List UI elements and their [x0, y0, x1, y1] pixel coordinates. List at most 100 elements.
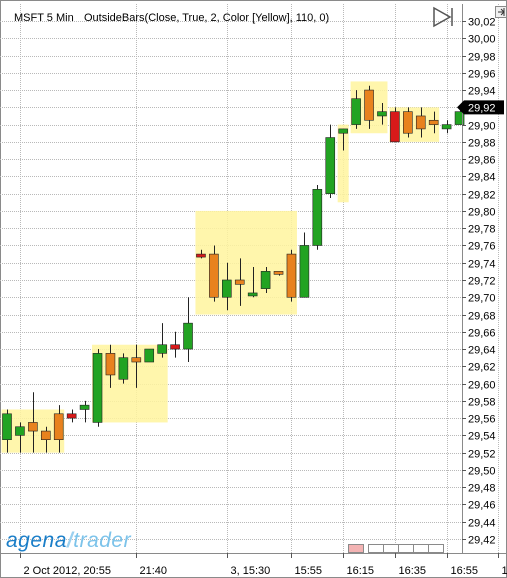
price-tick-label: 29,50	[468, 466, 496, 478]
candle[interactable]	[209, 245, 219, 302]
price-marker-box	[457, 100, 504, 115]
time-tick-label: 16:35	[399, 565, 427, 577]
candle-body	[66, 413, 77, 419]
price-tick-label: 29,80	[468, 207, 496, 219]
candle[interactable]	[131, 344, 142, 388]
time-tick-label: 2 Oct 2012, 20:55	[24, 565, 111, 577]
price-tick-label: 29,88	[468, 138, 496, 150]
price-tick-label: 29,98	[468, 52, 496, 64]
candle-body	[299, 245, 310, 298]
candle[interactable]	[338, 128, 348, 151]
zoom-cell[interactable]	[413, 544, 429, 553]
candle-body	[377, 111, 387, 117]
candle[interactable]	[79, 400, 90, 423]
candle-body	[53, 413, 64, 441]
logo-part-agena: agena	[6, 529, 67, 552]
candle[interactable]	[15, 422, 25, 453]
candle-body	[196, 253, 206, 258]
candle[interactable]	[403, 107, 413, 138]
candle[interactable]	[428, 111, 439, 134]
indicator-label: OutsideBars(Close, True, 2, Color [Yello…	[84, 12, 330, 24]
candle[interactable]	[377, 103, 387, 125]
candles[interactable]	[2, 85, 465, 453]
candle[interactable]	[247, 267, 258, 298]
candle-body	[454, 111, 465, 125]
agenatrader-logo: agena/trader	[6, 529, 131, 553]
price-tick-label: 29,78	[468, 224, 496, 236]
zoom-cell[interactable]	[348, 544, 364, 553]
candle-body	[131, 357, 142, 363]
candle[interactable]	[40, 426, 51, 453]
candle[interactable]	[441, 120, 452, 134]
candle[interactable]	[28, 392, 38, 453]
candle-body	[312, 189, 323, 246]
candle[interactable]	[299, 232, 310, 298]
price-tick-label: 29,70	[468, 293, 496, 305]
candle-body	[118, 357, 129, 380]
play-icon[interactable]	[433, 6, 453, 28]
price-tick-label: 29,84	[468, 172, 496, 184]
time-tick-label: 21:40	[140, 565, 168, 577]
candle[interactable]	[286, 249, 297, 302]
candle-body	[247, 292, 258, 297]
time-tick-label: 3, 15:30	[231, 565, 271, 577]
zoom-cell[interactable]	[368, 544, 384, 553]
candle-body	[105, 353, 116, 376]
zoom-cell[interactable]	[398, 544, 414, 553]
candle[interactable]	[157, 323, 167, 358]
price-tick-label: 29,56	[468, 414, 496, 426]
candle-body	[170, 344, 180, 350]
time-tick-label: 15:55	[295, 565, 323, 577]
candle[interactable]	[222, 262, 232, 311]
price-tick-label: 29,48	[468, 483, 496, 495]
candle-body	[234, 279, 245, 285]
candle-body	[209, 253, 219, 298]
price-tick-label: 29,76	[468, 241, 496, 253]
candle[interactable]	[92, 349, 103, 427]
candle-body	[222, 279, 232, 298]
candle[interactable]	[144, 348, 155, 363]
candle[interactable]	[170, 331, 180, 358]
candle[interactable]	[105, 344, 116, 388]
candle[interactable]	[66, 409, 77, 423]
price-tick-label: 29,96	[468, 69, 496, 81]
logo-separator: /	[66, 529, 74, 552]
zoom-cell[interactable]	[383, 544, 399, 553]
price-tick-label: 29,64	[468, 345, 496, 357]
candle[interactable]	[325, 124, 336, 198]
candle-body	[428, 119, 439, 125]
candle-body	[338, 128, 348, 134]
candle[interactable]	[118, 353, 129, 384]
candle[interactable]	[390, 107, 400, 143]
scroll-end-icon[interactable]	[495, 6, 507, 18]
price-tick-label: 30,00	[468, 34, 496, 46]
price-tick-label: 29,66	[468, 328, 496, 340]
price-tick-label: 29,60	[468, 380, 496, 392]
price-tick-label: 29,82	[468, 190, 496, 202]
candle-body	[92, 353, 103, 423]
candle[interactable]	[273, 271, 284, 276]
candle[interactable]	[234, 258, 245, 306]
price-tick-label: 29,90	[468, 121, 496, 133]
price-tick-label: 29,42	[468, 535, 496, 547]
candle[interactable]	[312, 185, 323, 250]
candle[interactable]	[415, 107, 426, 138]
candle-body	[157, 344, 167, 354]
candle[interactable]	[351, 90, 361, 129]
zoom-cell[interactable]	[428, 544, 444, 553]
time-tick-label: 16:15	[347, 565, 375, 577]
candle-body	[286, 253, 297, 298]
candle[interactable]	[260, 267, 271, 293]
candle-body	[2, 413, 12, 441]
candle[interactable]	[2, 409, 12, 453]
outside-bar-highlight	[92, 344, 168, 423]
candle-body	[364, 89, 374, 121]
time-tick-label: 17:15	[502, 565, 507, 577]
candle[interactable]	[53, 405, 64, 453]
candle[interactable]	[364, 85, 374, 129]
candle[interactable]	[183, 297, 193, 363]
candle[interactable]	[196, 249, 206, 259]
price-tick-label: 29,72	[468, 276, 496, 288]
price-tick-label: 29,86	[468, 155, 496, 167]
